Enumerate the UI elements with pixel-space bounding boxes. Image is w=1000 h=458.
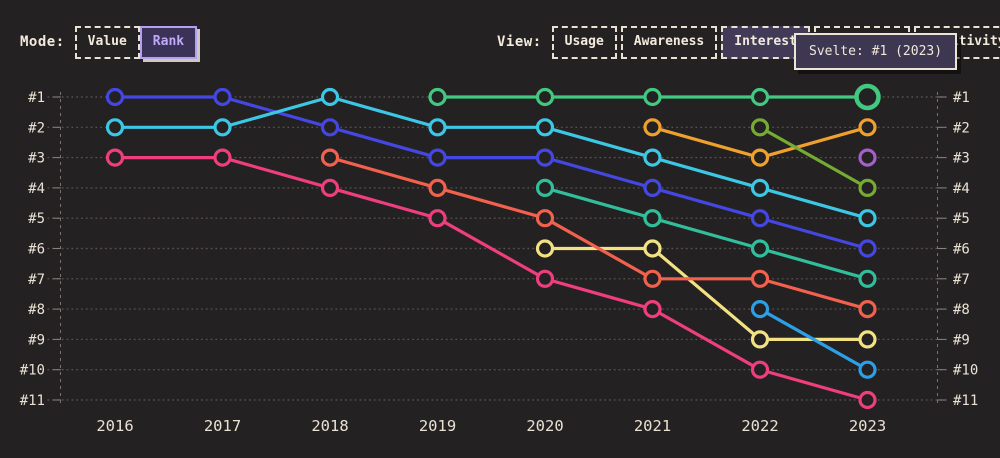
rank-label-left: #3 [28,151,45,167]
data-point-cyan-2023[interactable] [858,209,877,228]
data-point-pink-2022[interactable] [750,360,770,379]
rank-label-right: #7 [953,272,970,288]
rank-label-right: #1 [953,90,970,106]
data-point-blue-2019[interactable] [428,148,447,167]
data-point-cyan-2021[interactable] [643,148,662,167]
series-line-teal [543,186,870,281]
data-point-teal-2022[interactable] [750,239,770,258]
series-line-azure [758,307,870,372]
year-label-2021: 2021 [634,417,671,435]
rank-label-right: #11 [953,393,978,409]
rank-label-right: #3 [953,151,970,167]
series-line-olive [758,125,870,190]
mode-control: Mode: Value Rank [20,26,198,59]
rank-label-left: #4 [28,181,45,197]
rank-label-left: #5 [28,211,45,227]
rank-label-right: #6 [953,242,970,258]
data-point-cyan-2017[interactable] [213,118,232,137]
rank-label-left: #2 [28,120,45,136]
data-point-orange-2022[interactable] [750,148,770,167]
data-point-svelte-green-2023[interactable] [854,83,881,111]
view-usage-button[interactable]: Usage [551,26,617,59]
data-point-yellow-2020[interactable] [535,239,555,258]
data-point-blue-2016[interactable] [105,87,125,107]
data-point-pink-2023[interactable] [858,390,877,410]
chart-tooltip: Svelte: #1 (2023) [794,33,958,70]
year-label-2022: 2022 [741,417,778,435]
rank-label-right: #9 [953,332,970,348]
rank-label-left: #7 [28,272,45,288]
series-line-pink [113,156,870,402]
data-point-blue-2021[interactable] [643,178,662,197]
data-point-blue-2017[interactable] [213,87,232,107]
data-point-yellow-2023[interactable] [858,330,877,349]
data-point-coral-2019[interactable] [428,178,447,197]
rank-label-right: #8 [953,302,970,318]
rank-label-right: #4 [953,181,970,197]
data-point-teal-2021[interactable] [643,209,662,228]
data-point-azure-2023[interactable] [858,360,877,379]
data-point-coral-2018[interactable] [320,148,340,167]
data-point-teal-2020[interactable] [535,178,555,197]
data-point-purple-2023[interactable] [858,148,877,167]
data-point-cyan-2016[interactable] [105,118,125,137]
series-line-coral [328,156,870,311]
data-point-coral-2023[interactable] [858,300,877,319]
data-point-blue-2018[interactable] [320,118,340,137]
mode-button-group: Value Rank [74,26,198,59]
year-label-2017: 2017 [204,417,241,435]
series-line-blue [113,95,870,251]
data-point-svelte-green-2021[interactable] [643,87,662,107]
data-point-coral-2022[interactable] [750,269,770,288]
data-point-pink-2021[interactable] [643,300,662,319]
data-point-orange-2023[interactable] [858,118,877,137]
year-label-2023: 2023 [849,417,886,435]
rank-label-left: #10 [20,363,45,379]
rank-label-left: #11 [20,393,45,409]
view-awareness-button[interactable]: Awareness [620,26,718,59]
series-line-cyan [113,95,870,220]
rank-label-right: #10 [953,363,978,379]
mode-rank-button[interactable]: Rank [139,26,198,59]
rank-label-left: #6 [28,242,45,258]
rank-label-right: #2 [953,120,970,136]
rank-label-right: #5 [953,211,970,227]
data-point-coral-2020[interactable] [535,209,555,228]
year-label-2019: 2019 [419,417,456,435]
data-point-cyan-2020[interactable] [535,118,555,137]
data-point-pink-2017[interactable] [213,148,232,167]
data-point-yellow-2022[interactable] [750,330,770,349]
year-label-2020: 2020 [526,417,563,435]
mode-label: Mode: [20,34,65,51]
data-point-pink-2019[interactable] [428,209,447,228]
data-point-svelte-green-2020[interactable] [535,87,555,107]
data-point-svelte-green-2022[interactable] [750,87,770,107]
rank-label-left: #9 [28,332,45,348]
data-point-olive-2022[interactable] [750,118,770,137]
mode-value-button[interactable]: Value [74,26,140,59]
data-point-teal-2023[interactable] [858,269,877,288]
data-point-pink-2016[interactable] [105,148,125,167]
data-point-blue-2023[interactable] [858,239,877,258]
data-point-azure-2022[interactable] [750,300,770,319]
data-point-orange-2021[interactable] [643,118,662,137]
rank-label-left: #1 [28,90,45,106]
data-point-blue-2022[interactable] [750,209,770,228]
data-point-svelte-green-2019[interactable] [428,87,447,107]
year-label-2016: 2016 [96,417,133,435]
data-point-cyan-2022[interactable] [750,178,770,197]
data-point-olive-2023[interactable] [858,178,877,197]
view-label: View: [497,34,542,51]
data-point-pink-2020[interactable] [535,269,555,288]
rank-label-left: #8 [28,302,45,318]
data-point-cyan-2019[interactable] [428,118,447,137]
data-point-pink-2018[interactable] [320,178,340,197]
year-label-2018: 2018 [311,417,348,435]
data-point-coral-2021[interactable] [643,269,662,288]
data-point-blue-2020[interactable] [535,148,555,167]
data-point-yellow-2021[interactable] [643,239,662,258]
data-point-cyan-2018[interactable] [320,87,340,107]
